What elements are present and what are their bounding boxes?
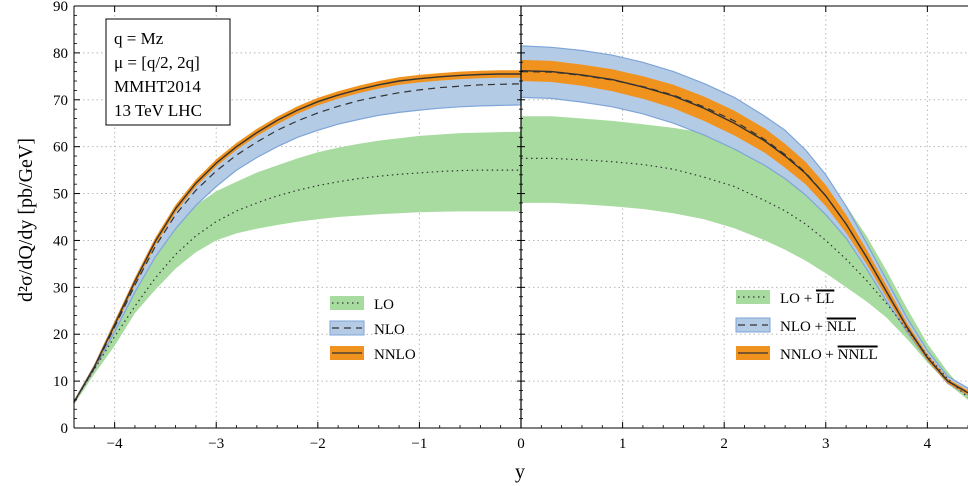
y-tick-label: 70 xyxy=(53,93,68,109)
info-line: 13 TeV LHC xyxy=(114,101,202,120)
legend-entry: LO + LL xyxy=(736,289,835,307)
y-tick-label: 90 xyxy=(53,0,68,15)
right-band-1 xyxy=(521,116,968,400)
legend-label: NLO + NLL xyxy=(780,319,856,335)
left-band-1 xyxy=(74,131,521,405)
info-line: q = Mz xyxy=(114,29,164,48)
y-tick-label: 30 xyxy=(53,280,68,296)
left-line-3 xyxy=(73,73,521,403)
y-tick-label: 0 xyxy=(61,421,69,437)
legend-entry: NNLO + NNLL xyxy=(736,345,878,363)
y-axis-title: d²σ/dQ/dy [pb/GeV] xyxy=(15,138,37,302)
legend-left: LO NLO NNLO xyxy=(329,296,416,363)
left-line-2 xyxy=(73,83,522,403)
legend-entry: NLO xyxy=(329,320,405,338)
right-line-3 xyxy=(520,70,968,394)
x-tick-label: 0 xyxy=(517,436,525,452)
y-tick-label: 40 xyxy=(53,233,68,249)
info-line: MMHT2014 xyxy=(114,77,201,96)
x-tick-label: 2 xyxy=(720,436,728,452)
legend-entry: NLO + NLL xyxy=(735,317,856,335)
legend-label: LO xyxy=(374,297,394,313)
x-axis-title: y xyxy=(515,461,525,483)
x-tick-label: −2 xyxy=(310,436,326,452)
legend-label: NNLO xyxy=(374,347,416,363)
legend-label: LO + LL xyxy=(780,291,834,307)
y-tick-label: 80 xyxy=(53,46,68,62)
y-tick-label: 20 xyxy=(53,327,68,343)
legend-entry: NNLO xyxy=(330,346,416,363)
x-tick-label: −3 xyxy=(208,436,224,452)
x-tick-label: 1 xyxy=(619,436,627,452)
y-tick-label: 10 xyxy=(53,374,68,390)
x-tick-label: 4 xyxy=(924,436,932,452)
info-box: q = Mz μ = [q/2, 2q] MMHT2014 13 TeV LHC xyxy=(105,18,231,126)
legend-label: NLO xyxy=(374,322,405,338)
info-line: μ = [q/2, 2q] xyxy=(114,53,200,72)
x-tick-label: 3 xyxy=(822,436,830,452)
legend-entry: LO xyxy=(330,296,394,313)
right-line-1 xyxy=(521,157,968,398)
y-tick-label: 60 xyxy=(53,140,68,156)
x-tick-label: −1 xyxy=(411,436,427,452)
center-lines xyxy=(73,70,968,403)
x-tick-label: −4 xyxy=(107,436,123,452)
y-tick-label: 50 xyxy=(53,187,68,203)
legend-label: NNLO + NNLL xyxy=(780,347,878,363)
legend-right: LO + LL NLO + NLL NNLO + NNLL xyxy=(735,289,878,363)
